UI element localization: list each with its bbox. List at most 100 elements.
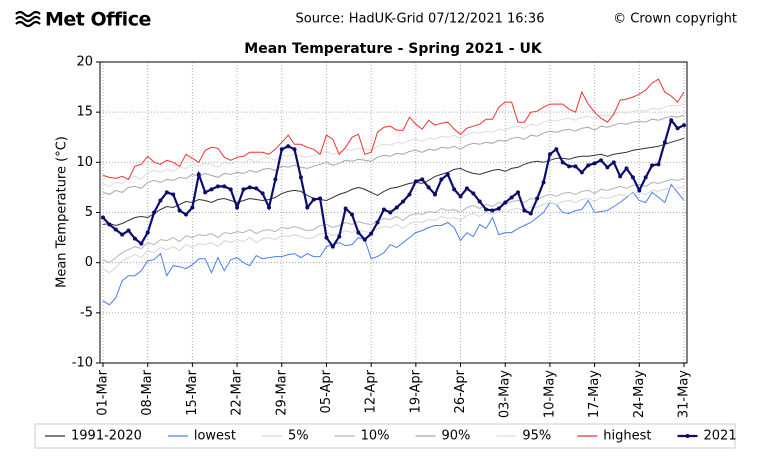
data-point <box>286 144 291 149</box>
data-point <box>682 123 686 128</box>
data-point <box>292 147 297 152</box>
data-point <box>650 163 655 168</box>
data-point <box>107 222 112 227</box>
x-tick-label: 29-Mar <box>274 369 289 415</box>
legend-label: 95% <box>522 429 551 444</box>
data-point <box>203 190 208 195</box>
data-point <box>630 175 635 180</box>
data-point <box>113 227 118 232</box>
x-tick-label: 24-May <box>632 370 647 418</box>
legend-label: 5% <box>288 429 309 444</box>
legend-label: 10% <box>361 429 390 444</box>
legend-marker <box>685 434 690 438</box>
data-point <box>318 196 323 201</box>
data-point <box>643 175 648 180</box>
data-point <box>132 236 137 241</box>
data-point <box>554 147 559 152</box>
series-line <box>102 78 685 181</box>
data-point <box>139 241 144 246</box>
legend-label: highest <box>603 429 651 444</box>
data-point <box>196 172 201 177</box>
data-point <box>439 177 444 182</box>
data-point <box>458 194 463 199</box>
data-point <box>350 212 354 217</box>
data-point <box>560 160 565 165</box>
y-tick-label: 0 <box>85 255 93 270</box>
data-point <box>388 210 393 215</box>
data-point <box>433 192 437 197</box>
data-point <box>267 205 271 210</box>
data-point <box>190 205 195 210</box>
data-point <box>503 200 508 205</box>
logo-text: Met Office <box>45 9 151 31</box>
data-point <box>254 186 259 191</box>
y-tick-label: -5 <box>80 305 93 320</box>
legend-label: lowest <box>194 429 236 444</box>
data-point <box>477 199 482 204</box>
series-line <box>102 103 685 187</box>
data-point <box>522 208 527 213</box>
data-point <box>152 210 157 215</box>
data-point <box>599 158 603 163</box>
data-point <box>496 206 501 211</box>
legend-label: 2021 <box>704 429 737 444</box>
data-point <box>579 170 584 175</box>
plot-frame <box>99 61 688 364</box>
data-point <box>381 207 386 212</box>
data-point <box>445 172 450 177</box>
data-point <box>362 237 367 242</box>
y-tick-label: 10 <box>76 155 93 170</box>
data-point <box>177 208 182 213</box>
series-line <box>102 177 685 264</box>
x-tick-label: 26-Apr <box>453 369 468 413</box>
data-point <box>126 228 131 233</box>
data-point <box>343 206 348 211</box>
data-point <box>573 164 578 169</box>
data-point <box>298 175 303 180</box>
series-line <box>102 185 685 274</box>
data-point <box>330 244 335 249</box>
data-point <box>375 220 380 225</box>
data-point <box>184 212 188 217</box>
data-point <box>426 185 431 190</box>
x-tick-label: 19-Apr <box>408 369 423 413</box>
data-point <box>605 165 610 170</box>
x-tick-label: 03-May <box>498 370 513 418</box>
data-point <box>464 186 469 191</box>
series-line <box>102 137 685 227</box>
x-tick-label: 12-Apr <box>364 369 379 413</box>
copyright: © Crown copyright <box>613 12 737 27</box>
data-point <box>662 140 667 145</box>
data-point <box>356 230 361 235</box>
data-point <box>516 190 520 195</box>
data-point <box>618 174 623 179</box>
x-tick-label: 15-Mar <box>185 369 200 415</box>
data-point <box>490 208 495 213</box>
data-point <box>369 231 374 236</box>
data-point <box>592 161 597 166</box>
data-point <box>471 191 476 196</box>
data-point <box>567 164 572 169</box>
legend-box <box>34 423 736 449</box>
data-point <box>509 195 514 200</box>
legend-label: 90% <box>441 429 470 444</box>
logo-icon <box>15 10 41 28</box>
data-point <box>420 177 425 182</box>
data-point <box>158 198 163 203</box>
data-point <box>675 126 680 131</box>
data-point <box>120 232 125 237</box>
data-point <box>247 185 252 190</box>
data-point <box>669 118 674 123</box>
y-tick-label: 5 <box>85 205 93 220</box>
series-line <box>102 183 685 306</box>
data-point <box>273 177 278 182</box>
data-point <box>637 188 642 193</box>
series-line <box>102 117 685 249</box>
data-point <box>260 191 265 196</box>
data-point <box>215 184 220 189</box>
data-point <box>279 147 284 152</box>
data-point <box>484 207 489 212</box>
data-point <box>222 184 227 189</box>
